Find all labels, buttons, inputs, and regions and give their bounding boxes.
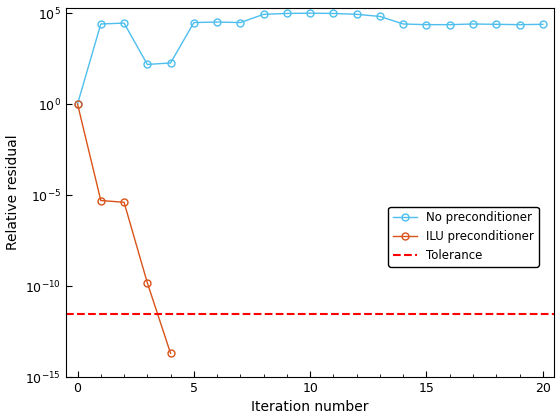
No preconditioner xyxy=(516,22,523,27)
No preconditioner xyxy=(283,11,290,16)
Legend: No preconditioner, ILU preconditioner, Tolerance: No preconditioner, ILU preconditioner, T… xyxy=(389,207,539,267)
No preconditioner xyxy=(121,21,128,26)
No preconditioner xyxy=(144,62,151,67)
ILU preconditioner xyxy=(74,102,81,107)
No preconditioner xyxy=(377,14,384,19)
No preconditioner xyxy=(353,12,360,17)
No preconditioner xyxy=(470,21,477,26)
Y-axis label: Relative residual: Relative residual xyxy=(6,134,20,250)
Tolerance xyxy=(97,311,104,316)
No preconditioner xyxy=(423,22,430,27)
ILU preconditioner xyxy=(121,200,128,205)
No preconditioner xyxy=(307,10,314,16)
No preconditioner xyxy=(214,19,221,24)
No preconditioner xyxy=(446,22,453,27)
No preconditioner xyxy=(74,102,81,107)
No preconditioner xyxy=(190,20,197,25)
No preconditioner xyxy=(237,20,244,25)
No preconditioner xyxy=(97,21,104,26)
Line: ILU preconditioner: ILU preconditioner xyxy=(74,100,174,357)
No preconditioner xyxy=(167,60,174,66)
No preconditioner xyxy=(330,11,337,16)
X-axis label: Iteration number: Iteration number xyxy=(251,400,369,415)
ILU preconditioner xyxy=(97,198,104,203)
Tolerance xyxy=(74,311,81,316)
No preconditioner xyxy=(539,22,546,27)
ILU preconditioner xyxy=(144,280,151,285)
No preconditioner xyxy=(400,21,407,26)
No preconditioner xyxy=(493,22,500,27)
Line: No preconditioner: No preconditioner xyxy=(74,10,547,108)
No preconditioner xyxy=(260,12,267,17)
ILU preconditioner xyxy=(167,351,174,356)
